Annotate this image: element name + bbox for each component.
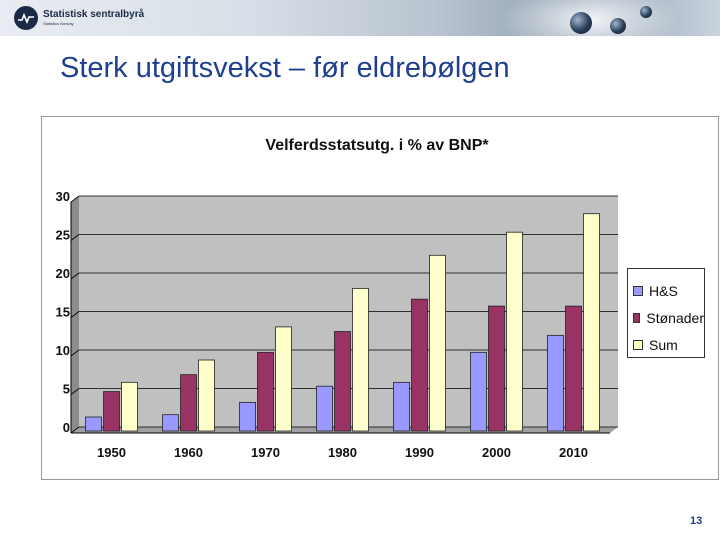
- bar-stønader-1990: [411, 298, 428, 432]
- legend-label-stonader: Stønader: [646, 309, 704, 326]
- y-tick-label: 5: [63, 382, 70, 397]
- legend-swatch-stonader: [633, 312, 641, 323]
- bar-hs-2010: [547, 334, 564, 432]
- chart-title: Velferdsstatsutg. i % av BNP*: [265, 137, 489, 154]
- bar-sum-1990: [429, 254, 446, 432]
- bar-hs-2000: [470, 351, 487, 432]
- bar-sum-1960: [198, 359, 215, 432]
- ssb-logo-icon: [14, 6, 38, 30]
- x-tick-label: 2010: [559, 445, 588, 460]
- legend-item-hs: H&S: [633, 277, 704, 304]
- gridline-depth: [70, 426, 80, 434]
- legend-swatch-sum: [633, 339, 643, 350]
- x-tick-label: 1970: [251, 445, 280, 460]
- legend-swatch-hs: [633, 285, 643, 296]
- x-tick-label: 1990: [405, 445, 434, 460]
- molecule-ball: [640, 6, 652, 18]
- legend-item-sum: Sum: [633, 331, 704, 358]
- legend-label-hs: H&S: [649, 282, 678, 299]
- bar-hs-1980: [316, 385, 333, 432]
- bar-sum-2000: [506, 231, 523, 432]
- bar-hs-1970: [239, 401, 256, 432]
- y-tick-label: 15: [56, 305, 70, 320]
- bar-stønader-1950: [103, 391, 120, 432]
- bar-stønader-1980: [334, 331, 351, 432]
- x-tick-label: 2000: [482, 445, 511, 460]
- header-banner: Statistisk sentralbyrå Statistics Norway: [0, 0, 720, 36]
- bar-sum-1950: [121, 381, 138, 432]
- molecule-ball: [570, 12, 592, 34]
- gridline-depth: [70, 349, 80, 357]
- bar-sum-2010: [583, 213, 600, 432]
- bar-stønader-1960: [180, 374, 197, 432]
- bar-hs-1960: [162, 414, 179, 432]
- gridline-depth: [70, 234, 80, 241]
- legend-label-sum: Sum: [649, 336, 678, 353]
- y-tick-label: 0: [63, 420, 70, 435]
- chart-legend: H&S Stønader Sum: [627, 268, 705, 358]
- x-tick-label: 1980: [328, 445, 357, 460]
- legend-item-stonader: Stønader: [633, 304, 704, 331]
- y-tick-label: 25: [56, 228, 70, 243]
- bar-hs-1990: [393, 381, 410, 432]
- bar-stønader-1970: [257, 351, 274, 432]
- gridline-depth: [70, 272, 80, 280]
- y-tick-label: 10: [56, 343, 70, 358]
- page-number: 13: [690, 515, 703, 527]
- bar-sum-1970: [275, 326, 292, 432]
- molecule-ball: [610, 18, 626, 34]
- x-tick-label: 1960: [174, 445, 203, 460]
- gridline-depth: [70, 195, 80, 203]
- bar-stønader-2000: [488, 305, 505, 432]
- bar-sum-1980: [352, 287, 369, 432]
- x-tick-label: 1950: [97, 445, 126, 460]
- slide-title: Sterk utgiftsvekst – før eldrebølgen: [60, 52, 510, 84]
- y-tick-label: 30: [56, 189, 70, 204]
- gridline-depth: [70, 388, 80, 395]
- bar-stønader-2010: [565, 305, 582, 432]
- org-name: Statistisk sentralbyrå: [43, 9, 145, 20]
- y-tick-label: 20: [56, 266, 70, 281]
- ssb-logo: Statistisk sentralbyrå Statistics Norway: [14, 6, 144, 30]
- bar-hs-1950: [85, 416, 102, 432]
- gridline-depth: [70, 311, 80, 318]
- org-subtitle: Statistics Norway: [43, 21, 74, 26]
